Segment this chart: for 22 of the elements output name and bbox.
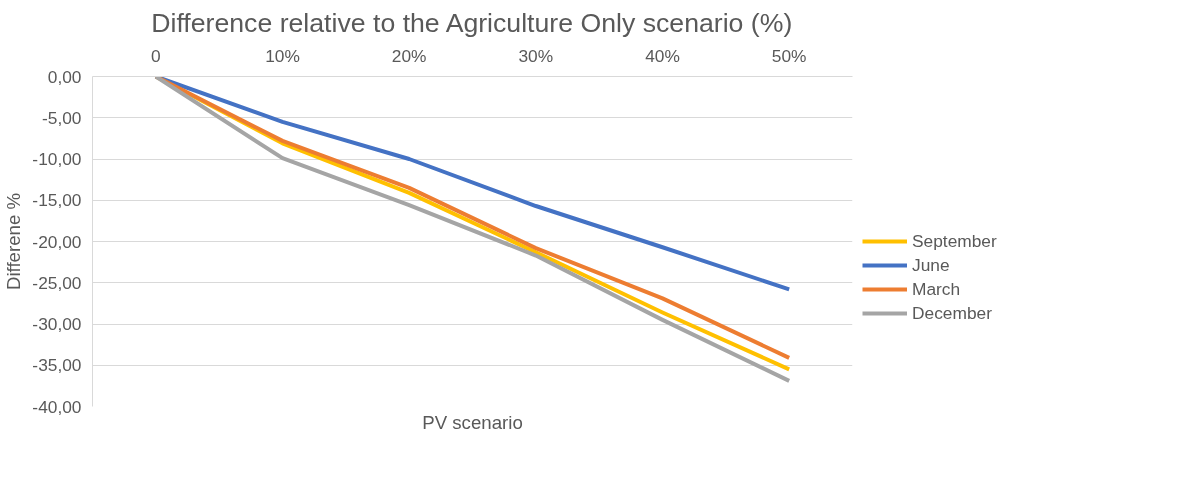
- legend-label: March: [912, 278, 961, 300]
- x-tick-label: 20%: [391, 45, 427, 66]
- y-tick-label: -35,00: [32, 355, 82, 376]
- legend-label: December: [912, 302, 992, 324]
- legend-label: June: [912, 254, 950, 276]
- y-tick-label: -40,00: [32, 396, 82, 417]
- y-tick-label: -15,00: [32, 190, 82, 211]
- x-tick-label: 30%: [518, 45, 554, 66]
- y-tick-label: -20,00: [32, 231, 82, 252]
- x-tick-label: 40%: [645, 45, 680, 66]
- y-tick-label: -30,00: [32, 314, 82, 334]
- y-axis-title: Differene %: [3, 192, 25, 291]
- y-tick-label: -25,00: [32, 272, 82, 293]
- x-tick-label: 50%: [771, 45, 807, 66]
- y-tick-label: -10,00: [32, 149, 82, 169]
- x-tick-label: 0: [151, 45, 161, 66]
- x-axis-title: PV scenario: [422, 411, 523, 433]
- x-tick-label: 10%: [265, 45, 300, 66]
- y-tick-label: 0,00: [47, 66, 82, 87]
- y-tick-label: -5,00: [42, 107, 82, 128]
- legend-label: September: [912, 230, 997, 252]
- chart-title: Difference relative to the Agriculture Only scenario (%): [151, 7, 793, 38]
